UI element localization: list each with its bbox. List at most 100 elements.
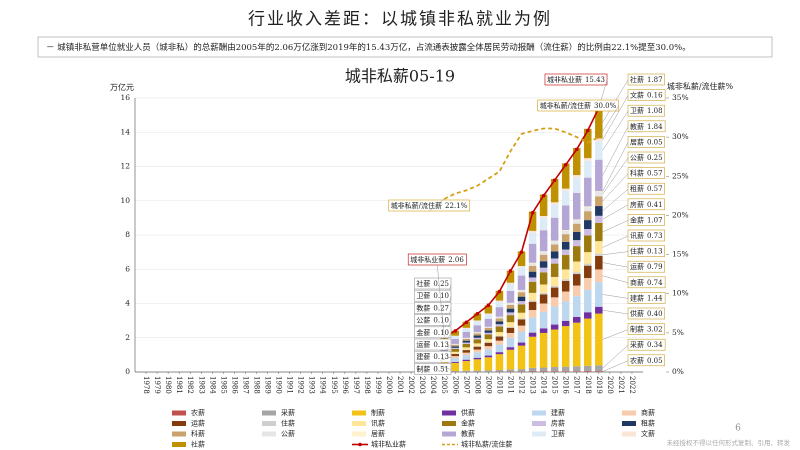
data-label: 建薪 0.13 (416, 352, 449, 361)
label-name: 城非私业薪 (410, 255, 445, 264)
bar-segment (517, 342, 526, 346)
label-box (627, 260, 665, 273)
bar-segment (484, 314, 493, 319)
note: － 城镇非私营单位就业人员（城非私）的总薪酬由2005年的2.06万亿涨到201… (46, 42, 691, 53)
bar-segment (528, 310, 537, 318)
bar-segment (550, 367, 559, 372)
bar-segment (517, 301, 526, 305)
data-label: 制薪 3.02 (630, 325, 663, 334)
legend-label: 农薪 (191, 408, 205, 417)
bar-segment (572, 272, 581, 275)
bar-segment (451, 351, 460, 354)
bar-segment (539, 294, 548, 304)
bar-segment (473, 339, 482, 344)
label-value: 0.74 (647, 279, 663, 287)
y-tick-label: 12 (120, 162, 130, 171)
leader-line (437, 264, 445, 337)
label-value: 1.08 (647, 107, 663, 115)
bar-segment (572, 366, 581, 372)
line-point (541, 193, 546, 198)
bar-segment (584, 229, 592, 236)
bar-segment (462, 347, 471, 350)
bar-segment (495, 340, 504, 345)
bar-segment (451, 344, 460, 345)
label-name: 科薪 (630, 169, 644, 178)
label-value: 1.07 (647, 216, 663, 224)
bar-segment (584, 160, 592, 178)
bar-segment (528, 211, 537, 231)
legend-swatch (358, 442, 362, 447)
bar-segment (528, 277, 537, 282)
bar-segment (473, 352, 482, 358)
x-tick-label: 2013 (529, 376, 537, 394)
bar-segment (462, 352, 471, 356)
bar-segment (462, 337, 471, 339)
label-name: 社薪 (630, 75, 644, 84)
legend-label: 商薪 (641, 408, 655, 417)
data-label: 房薪 0.41 (630, 200, 663, 209)
x-tick-label: 2006 (451, 376, 459, 394)
legend-swatch (532, 421, 546, 426)
label-box (627, 182, 665, 195)
bar-segment (506, 337, 515, 348)
label-value: 1.44 (647, 294, 663, 302)
x-tick-label: 1996 (341, 376, 349, 394)
leader-line (602, 111, 629, 151)
label-value: 0.34 (647, 341, 663, 349)
label-box (627, 245, 665, 257)
bar-segment (572, 219, 581, 221)
x-tick-label: 1979 (153, 376, 161, 394)
bar-segment (528, 230, 537, 233)
bar-segment (451, 338, 460, 344)
x-tick-label: 1988 (252, 376, 260, 394)
x-tick-label: 1985 (219, 376, 227, 394)
bar-segment (561, 230, 570, 235)
bar-segment (495, 336, 504, 341)
label-value: 0.10 (433, 329, 449, 337)
bar-segment (517, 275, 526, 290)
bar-segment (528, 300, 537, 302)
bar-segment (595, 191, 603, 193)
y2-tick-label: 30% (672, 132, 689, 141)
y-tick-label: 0 (125, 367, 130, 376)
label-box (627, 151, 665, 164)
x-tick-label: 1986 (230, 376, 238, 394)
disclaimer: 未经授权不得以任何形式复制、引用、转发 (667, 438, 791, 447)
bar-segment (561, 249, 570, 256)
bar-segment (462, 321, 471, 328)
legend-label: 科薪 (191, 429, 205, 438)
data-label: 社薪 0.25 (416, 279, 449, 288)
label-value: 0.73 (647, 232, 663, 240)
legend-swatch (442, 421, 456, 426)
bar-segment (473, 337, 482, 340)
bar-segment (550, 371, 559, 372)
data-label: 制薪 0.51 (416, 364, 449, 373)
bar-segment (484, 349, 493, 356)
y2-tick-label: 25% (672, 171, 689, 180)
line-point (574, 147, 579, 152)
bar-segment (561, 205, 570, 231)
bar-segment (451, 370, 460, 372)
chart-title: 城非私薪05-19 (345, 67, 455, 86)
bar-segment (584, 235, 592, 253)
label-name: 租薪 (630, 184, 644, 193)
bar-segment (462, 343, 471, 348)
label-value: 0.10 (433, 317, 449, 325)
legend-swatch (442, 431, 456, 437)
bar-segment (506, 369, 515, 372)
line-point (453, 329, 458, 333)
bar-segment (484, 305, 493, 314)
bar-segment (462, 350, 471, 353)
legend-label: 建薪 (551, 408, 565, 417)
bar-segment (473, 333, 482, 336)
page-number: 6 (735, 424, 741, 434)
label-name: 居薪 (630, 137, 644, 146)
label-box (414, 338, 452, 351)
label-box (414, 326, 452, 339)
label-name: 制薪 (630, 325, 644, 334)
bar-segment (462, 328, 471, 332)
bar-segment (451, 347, 460, 349)
label-box (627, 338, 666, 351)
label-value: 0.27 (433, 304, 449, 312)
label-box (627, 229, 665, 242)
